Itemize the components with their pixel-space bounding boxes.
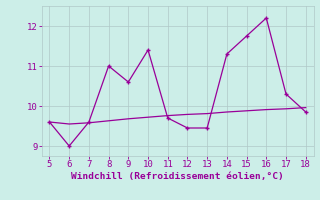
X-axis label: Windchill (Refroidissement éolien,°C): Windchill (Refroidissement éolien,°C) [71, 172, 284, 181]
